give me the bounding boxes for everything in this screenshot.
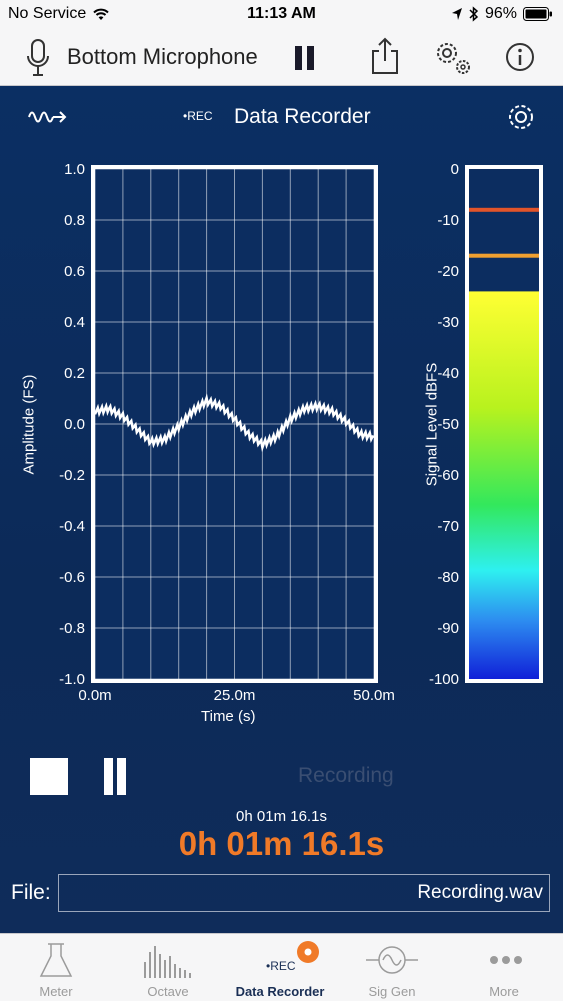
settings-gear-icon[interactable] [432,38,474,78]
pause-button-bar[interactable] [117,758,126,795]
tab-bar: Meter Octave •REC Data Recorder S [0,933,563,1001]
microphone-icon[interactable] [25,38,51,78]
meter-tick-label: -10 [437,212,459,229]
top-toolbar: Bottom Microphone [0,30,563,86]
tab-octave[interactable]: Octave [112,934,224,1001]
file-label: File: [11,881,51,904]
rec-icon: •REC [266,941,319,973]
waveform-series-line [93,393,375,453]
battery-icon [523,7,552,21]
octave-bars-icon [144,946,191,978]
file-name-value: Recording.wav [417,882,543,903]
tab-more[interactable]: More [448,934,560,1001]
y-tick-label: 0.0 [64,416,85,433]
y-tick-label: -1.0 [59,671,85,688]
info-icon[interactable] [505,42,535,72]
tab-sig-gen-label: Sig Gen [368,984,416,999]
mic-name[interactable]: Bottom Microphone [67,44,258,69]
meter-tick-label: -80 [437,569,459,586]
meter-tick-label: -30 [437,314,459,331]
gear-icon[interactable] [505,101,537,133]
status-bar: No Service 11:13 AM 96% [0,0,563,30]
status-time: 11:13 AM [247,5,316,22]
data-recorder-panel: •REC Data Recorder 1.0 0.8 0.6 0.4 0.2 0.0 -0.… [0,86,563,933]
meter-tick-label: -60 [437,467,459,484]
elapsed-time-small: 0h 01m 16.1s [236,808,327,825]
meter-tick-label: -90 [437,620,459,637]
rec-tag: •REC [183,109,213,123]
panel-title: Data Recorder [234,105,371,128]
location-icon [451,8,462,20]
meter-tick-label: -20 [437,263,459,280]
stop-button[interactable] [30,758,68,795]
share-icon[interactable] [370,37,400,75]
y-tick-label: 0.6 [64,263,85,280]
tab-sig-gen[interactable]: Sig Gen [336,934,448,1001]
pause-icon[interactable] [293,45,317,71]
meter-tick-label: -50 [437,416,459,433]
tab-data-recorder[interactable]: •REC Data Recorder [224,934,336,1001]
x-tick-label: 50.0m [353,687,395,704]
meter-tick-label: -100 [429,671,459,688]
y-tick-label: -0.8 [59,620,85,637]
battery-label: 96% [484,5,517,22]
meter-tick-label: 0 [451,161,459,178]
recording-status: Recording [298,764,394,787]
pause-button[interactable] [104,758,113,795]
status-left: No Service [8,5,110,23]
tab-more-label: More [489,984,519,999]
tab-meter[interactable]: Meter [0,934,112,1001]
meter-level-fill [469,291,539,679]
y-tick-label: 0.8 [64,212,85,229]
tab-data-recorder-label: Data Recorder [235,984,325,999]
y-tick-label: -0.6 [59,569,85,586]
elapsed-time: 0h 01m 16.1s [178,825,385,862]
flask-icon [39,943,73,977]
y-tick-label: -0.2 [59,467,85,484]
x-axis-label: Time (s) [201,708,256,725]
meter-avg-marker [469,253,539,258]
y-tick-label: 0.4 [64,314,85,331]
meter-axis-label: Signal Level dBFS [423,362,441,487]
status-right: 96% [451,5,553,23]
tab-meter-label: Meter [39,984,73,999]
file-name-field[interactable]: Recording.wav [58,874,550,912]
x-tick-label: 25.0m [214,687,256,704]
meter-peak-marker [469,207,539,212]
meter-tick-label: -70 [437,518,459,535]
bluetooth-icon [469,6,479,22]
waveform-chart: 1.0 0.8 0.6 0.4 0.2 0.0 -0.2 -0.4 -0.6 -0.8 -1.00.… [59,161,395,704]
sine-wave-icon [366,946,418,974]
svg-text:•REC: •REC [266,959,296,973]
level-meter-chart: 0 -10 -20 -30 -40 -50 -60 -70 -80 -90 -100 [429,161,539,688]
tab-octave-label: Octave [147,984,189,999]
more-dots-icon [490,956,522,964]
x-tick-label: 0.0m [78,687,111,704]
wifi-icon [93,8,109,20]
carrier-label: No Service [8,5,87,22]
y-tick-label: 1.0 [64,161,85,178]
waveform-export-icon[interactable] [27,106,69,128]
y-tick-label: -0.4 [59,518,85,535]
meter-tick-label: -40 [437,365,459,382]
y-tick-label: 0.2 [64,365,85,382]
